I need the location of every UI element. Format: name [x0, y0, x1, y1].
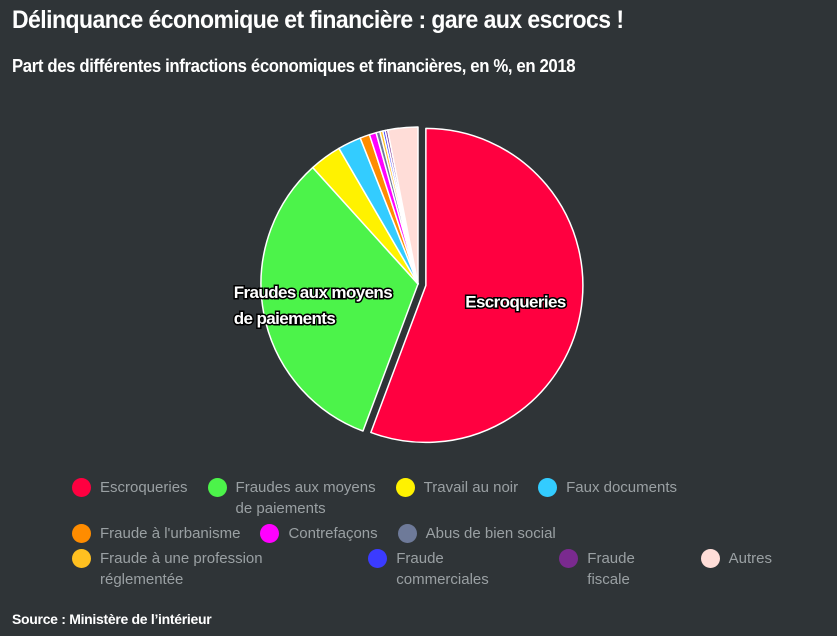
- legend-label: Fraude à l'urbanisme: [100, 525, 241, 542]
- legend-item-fraude-commerciales[interactable]: Fraude commerciales: [368, 548, 539, 590]
- legend-item-escroqueries[interactable]: Escroqueries: [72, 477, 188, 498]
- legend-label: Autres: [728, 550, 773, 567]
- chart-legend: Escroqueries Fraudes aux moyens de paiem…: [72, 477, 792, 594]
- legend-label: Fraude fiscale: [587, 550, 635, 588]
- legend-label: Fraude commerciales: [396, 550, 489, 588]
- legend-item-fraudes-moyens-paiements[interactable]: Fraudes aux moyens de paiements: [207, 477, 376, 519]
- legend-swatch: [559, 549, 579, 568]
- legend-label: Abus de bien social: [425, 525, 556, 542]
- legend-item-abus-bien-social[interactable]: Abus de bien social: [397, 523, 556, 544]
- legend-label: Fraudes aux moyens de paiements: [235, 479, 376, 517]
- slice-label-0: Escroqueries: [465, 293, 566, 312]
- legend-item-faux-documents[interactable]: Faux documents: [538, 477, 677, 498]
- legend-row: Fraude à une profession réglementée Frau…: [72, 548, 792, 590]
- chart-subtitle: Part des différentes infractions économi…: [12, 56, 576, 76]
- legend-row: Fraude à l'urbanisme Contrefaçons Abus d…: [72, 523, 792, 544]
- legend-item-fraude-urbanisme[interactable]: Fraude à l'urbanisme: [72, 523, 240, 544]
- legend-label: Escroqueries: [100, 479, 188, 496]
- chart-title: Délinquance économique et financière : g…: [12, 6, 624, 34]
- legend-swatch: [538, 478, 558, 497]
- legend-swatch: [72, 524, 91, 543]
- legend-swatch: [700, 549, 720, 568]
- legend-item-fraude-fiscale[interactable]: Fraude fiscale: [559, 548, 680, 590]
- legend-swatch: [260, 524, 280, 543]
- legend-label: Travail au noir: [423, 479, 519, 496]
- legend-label: Fraude à une profession réglementée: [100, 550, 263, 588]
- legend-label: Contrefaçons: [288, 525, 378, 542]
- legend-swatch: [397, 524, 417, 543]
- legend-row: Escroqueries Fraudes aux moyens de paiem…: [72, 477, 792, 519]
- legend-item-autres[interactable]: Autres: [700, 548, 773, 569]
- pie-slice-1[interactable]: [260, 166, 419, 432]
- legend-swatch: [395, 478, 415, 497]
- slice-label-1-line-1: Fraudes aux moyens: [234, 283, 392, 302]
- pie-slice-10[interactable]: [386, 126, 419, 285]
- legend-swatch: [368, 549, 388, 568]
- legend-item-contrefacons[interactable]: Contrefaçons: [260, 523, 378, 544]
- legend-swatch: [72, 478, 91, 497]
- slice-label-1-line-2: de paiements: [234, 309, 336, 328]
- legend-swatch: [207, 478, 227, 497]
- legend-swatch: [72, 549, 91, 568]
- legend-label: Faux documents: [566, 479, 677, 496]
- legend-item-travail-au-noir[interactable]: Travail au noir: [395, 477, 519, 498]
- source-note: Source : Ministère de l’intérieur: [12, 611, 212, 627]
- pie-slice-0[interactable]: [370, 127, 584, 444]
- legend-item-fraude-profession[interactable]: Fraude à une profession réglementée: [72, 548, 348, 590]
